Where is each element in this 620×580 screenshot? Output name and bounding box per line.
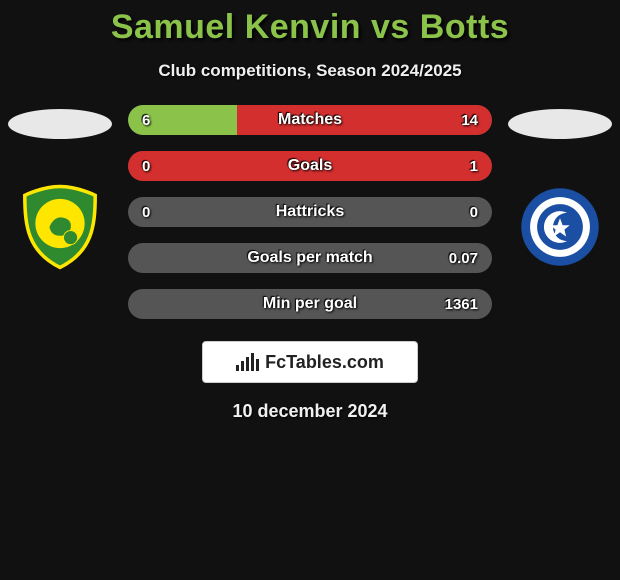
stats-column: 6 Matches 14 0 Goals 1 0 Hattricks 0 Goals per ma… [120, 105, 500, 319]
player1-photo-placeholder [8, 109, 112, 139]
player1-club-badge [12, 183, 108, 271]
stat-fill-right [237, 105, 492, 135]
player2-column [500, 105, 620, 271]
subtitle: Club competitions, Season 2024/2025 [0, 61, 620, 81]
stat-value-right: 14 [461, 112, 478, 129]
stat-value-right: 1361 [445, 296, 478, 313]
comparison-card: Samuel Kenvin vs Botts Club competitions… [0, 0, 620, 422]
stat-value-right: 0 [470, 204, 478, 221]
date-label: 10 december 2024 [0, 401, 620, 422]
main-row: 6 Matches 14 0 Goals 1 0 Hattricks 0 Goals per ma… [0, 105, 620, 319]
stat-label: Goals per match [247, 249, 372, 267]
shield-icon [12, 183, 108, 271]
stat-label: Hattricks [276, 203, 344, 221]
title-player1: Samuel Kenvin [111, 8, 361, 46]
stat-label: Goals [288, 157, 332, 175]
bar-chart-icon [236, 353, 259, 371]
player2-club-badge [512, 183, 608, 271]
stat-label: Min per goal [263, 295, 357, 313]
shield-icon [512, 183, 608, 271]
player1-column [0, 105, 120, 271]
stat-bar: Goals per match 0.07 [128, 243, 492, 273]
stat-value-left: 0 [142, 204, 150, 221]
stat-value-left: 0 [142, 158, 150, 175]
stat-bar: 6 Matches 14 [128, 105, 492, 135]
stat-value-right: 0.07 [449, 250, 478, 267]
brand-badge[interactable]: FcTables.com [202, 341, 418, 383]
title-player2: Botts [420, 8, 509, 46]
page-title: Samuel Kenvin vs Botts [0, 8, 620, 47]
stat-bar: Min per goal 1361 [128, 289, 492, 319]
stat-label: Matches [278, 111, 342, 129]
title-vs: vs [371, 8, 410, 46]
stat-bar: 0 Goals 1 [128, 151, 492, 181]
player2-photo-placeholder [508, 109, 612, 139]
stat-value-right: 1 [470, 158, 478, 175]
stat-value-left: 6 [142, 112, 150, 129]
brand-text: FcTables.com [265, 352, 384, 373]
stat-bar: 0 Hattricks 0 [128, 197, 492, 227]
